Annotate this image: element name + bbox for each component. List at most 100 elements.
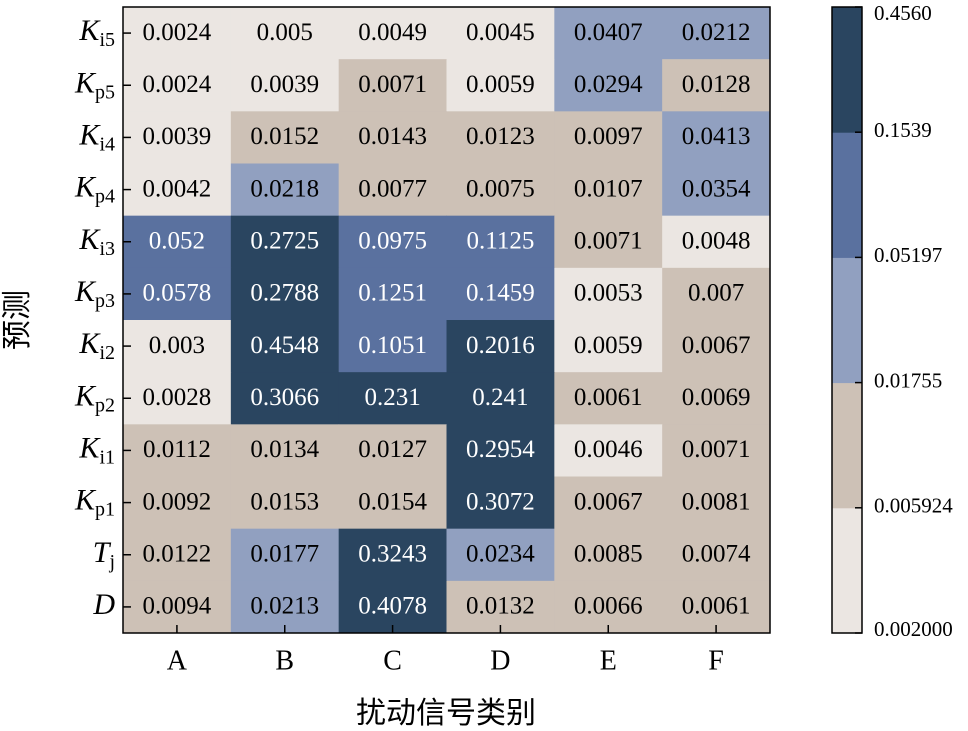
y-tick-label: Ki2: [78, 327, 115, 364]
cell-value-label: 0.0354: [682, 175, 751, 202]
heatmap-cell: [446, 267, 555, 321]
cell-value-label: 0.0122: [143, 540, 212, 567]
heatmap-cell: [662, 59, 771, 112]
heatmap-cell: [230, 111, 340, 164]
heatmap-cell: [554, 163, 663, 217]
y-tick-label: D: [92, 588, 115, 621]
cell-value-label: 0.1125: [467, 227, 535, 254]
y-tick-label: Ki3: [78, 223, 115, 260]
heatmap-cell: [338, 528, 447, 582]
cell-value-label: 0.003: [149, 332, 205, 359]
cell-value-label: 0.0071: [682, 436, 751, 463]
heatmap-cell: [554, 424, 663, 477]
heatmap-cell: [554, 59, 663, 112]
cell-value-label: 0.0132: [466, 593, 535, 620]
y-tick-label: Kp5: [74, 66, 115, 103]
cell-value-label: 0.0061: [574, 384, 643, 411]
heatmap-cell: [662, 424, 771, 477]
heatmap-cell: [662, 111, 771, 164]
cell-value-label: 0.1251: [358, 280, 427, 307]
cell-value-label: 0.0075: [466, 175, 535, 202]
cell-value-label: 0.0048: [682, 227, 751, 254]
cell-value-label: 0.2725: [250, 227, 319, 254]
cell-value-label: 0.0042: [143, 175, 212, 202]
cell-value-label: 0.0152: [250, 123, 319, 150]
cell-value-label: 0.0039: [250, 71, 319, 98]
y-tick-label: Tj: [93, 536, 115, 573]
heatmap-cell: [446, 111, 555, 164]
cell-value-label: 0.3243: [358, 540, 427, 567]
heatmap-cell: [554, 267, 663, 321]
cell-value-label: 0.0294: [574, 71, 643, 98]
heatmap-cell: [662, 528, 771, 582]
heatmap-cell: [230, 580, 340, 634]
cell-value-label: 0.0028: [143, 384, 212, 411]
cell-value-label: 0.0578: [143, 280, 212, 307]
heatmap-cell: [554, 111, 663, 164]
cell-value-label: 0.4078: [358, 593, 427, 620]
cell-value-label: 0.0177: [250, 540, 319, 567]
heatmap-cell: [662, 215, 771, 269]
heatmap-cell: [662, 372, 771, 425]
cell-value-label: 0.0039: [143, 123, 212, 150]
cell-value-label: 0.0081: [682, 488, 751, 515]
cell-value-label: 0.0134: [250, 436, 319, 463]
cell-value-label: 0.0413: [682, 123, 751, 150]
cell-value-label: 0.0061: [682, 593, 751, 620]
cell-value-label: 0.0024: [143, 19, 212, 46]
heatmap-cell: [662, 320, 771, 373]
cell-value-label: 0.0024: [143, 71, 212, 98]
cell-value-label: 0.0107: [574, 175, 643, 202]
cell-value-label: 0.0212: [682, 19, 751, 46]
x-tick-label: B: [275, 645, 294, 676]
cell-value-label: 0.0077: [358, 175, 427, 202]
heatmap-cell: [123, 111, 232, 164]
y-tick-label: Ki1: [78, 431, 115, 468]
cell-value-label: 0.0059: [574, 332, 643, 359]
heatmap-cell: [123, 215, 232, 269]
heatmap-cell: [230, 424, 340, 477]
heatmap-cell: [554, 476, 663, 530]
cell-value-label: 0.0067: [574, 488, 643, 515]
cell-value-label: 0.0407: [574, 19, 643, 46]
x-axis-title: 扰动信号类别: [356, 697, 536, 730]
colorbar-bin: [832, 132, 862, 258]
colorbar-tick-label: 0.005924: [874, 494, 953, 518]
heatmap-cell: [123, 59, 232, 112]
cell-value-label: 0.0092: [143, 488, 212, 515]
cell-value-label: 0.0066: [574, 593, 643, 620]
cell-value-label: 0.0112: [143, 436, 211, 463]
heatmap-cell: [230, 320, 340, 373]
cell-value-label: 0.0085: [574, 540, 643, 567]
colorbar-tick-label: 0.05197: [874, 243, 942, 267]
heatmap-cell: [338, 59, 447, 112]
heatmap-cell: [230, 163, 340, 217]
heatmap-cell: [662, 580, 771, 634]
cell-value-label: 0.052: [149, 227, 205, 254]
cell-value-label: 0.0071: [358, 71, 427, 98]
colorbar-tick-label: 0.002000: [874, 617, 953, 641]
cell-value-label: 0.1459: [466, 280, 535, 307]
cell-value-label: 0.0975: [358, 227, 427, 254]
colorbar-bin: [832, 7, 862, 133]
cell-value-label: 0.0143: [358, 123, 427, 150]
x-tick-label: A: [167, 645, 188, 676]
heatmap-cell: [554, 320, 663, 373]
heatmap-cell: [230, 7, 340, 60]
heatmap-cell: [446, 7, 555, 60]
heatmap-cell: [123, 267, 232, 321]
heatmap-cell: [123, 320, 232, 373]
heatmap-cell: [446, 424, 555, 477]
colorbar-bin: [832, 382, 862, 509]
colorbar-tick-label: 0.01755: [874, 368, 942, 392]
heatmap-cell: [123, 580, 232, 634]
colorbar-bin: [832, 507, 862, 634]
cell-value-label: 0.0153: [250, 488, 319, 515]
cell-value-label: 0.2954: [466, 436, 535, 463]
y-tick-label: Kp3: [74, 275, 115, 312]
heatmap-cell: [230, 476, 340, 530]
heatmap-cell: [446, 580, 555, 634]
heatmap-cell: [446, 476, 555, 530]
heatmap-cell: [338, 372, 447, 425]
